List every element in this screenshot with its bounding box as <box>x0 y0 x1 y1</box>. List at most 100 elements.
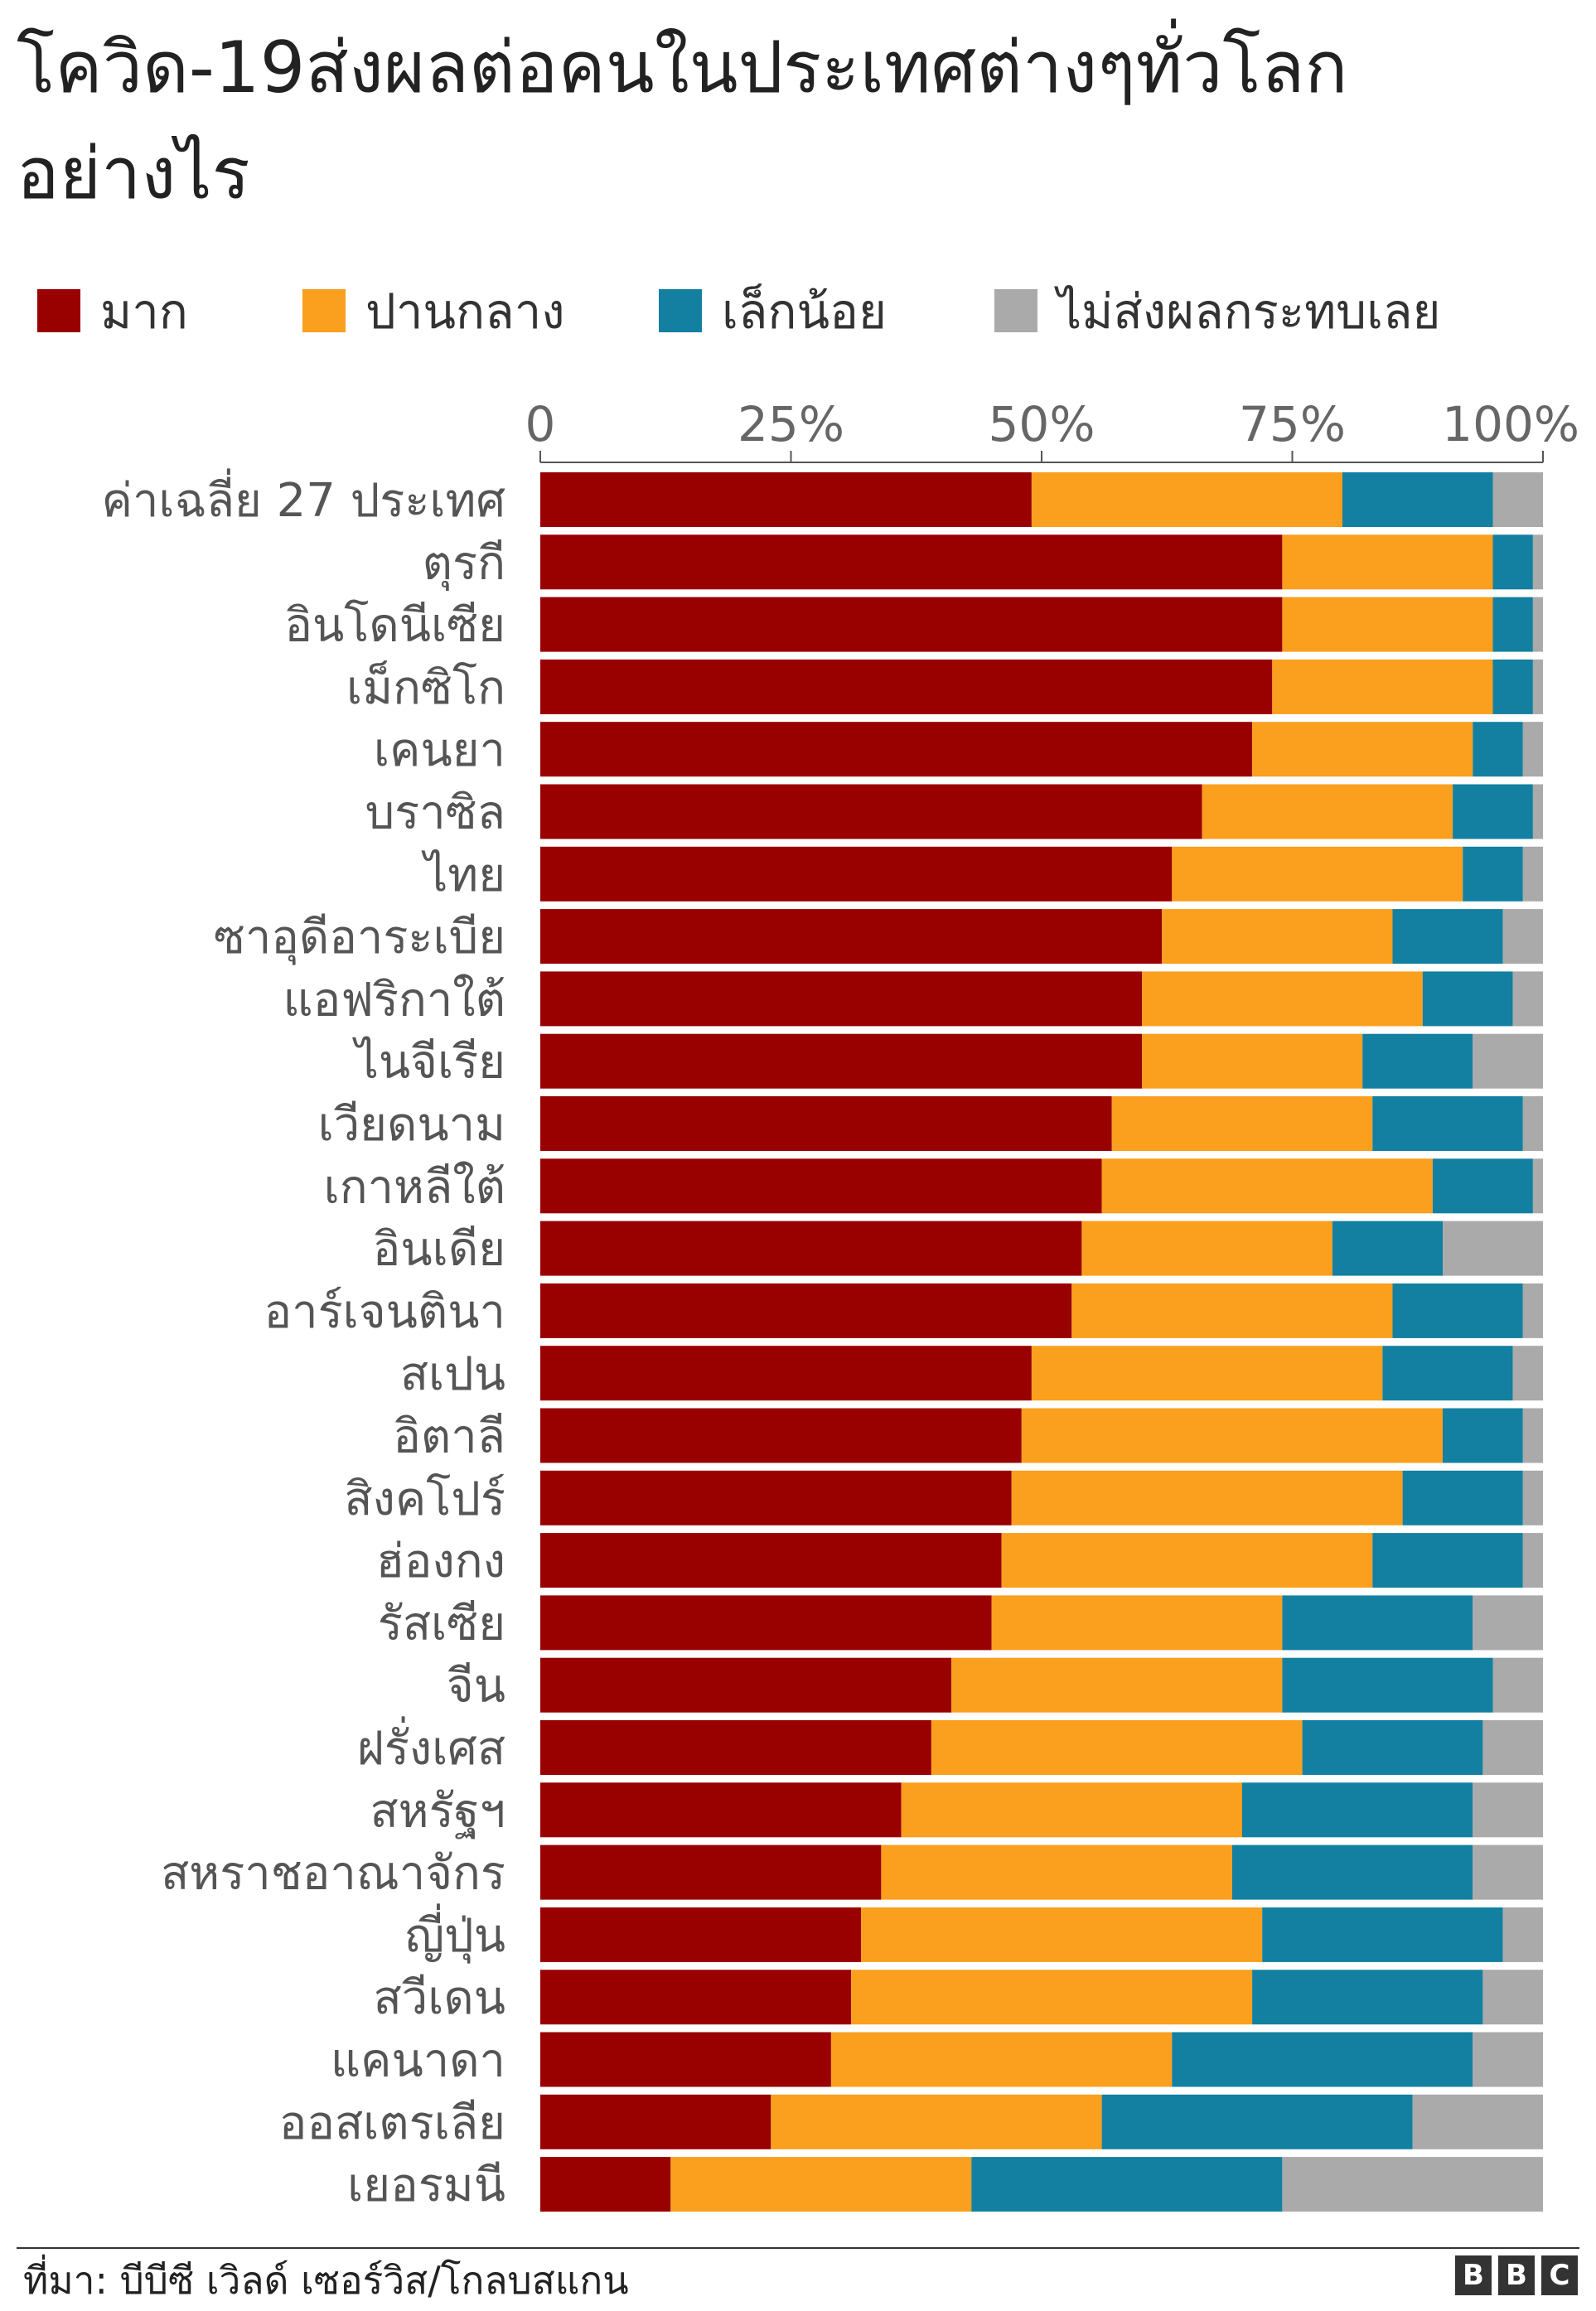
bar-segment <box>1532 1158 1543 1214</box>
bar-segment <box>540 722 1253 777</box>
bbc-logo-block: C <box>1541 2255 1578 2295</box>
stacked-bar-chart: 0 25% 50% 75% 100% ค่าเฉลี่ย 27 ประเทศตุรกีอิ… <box>102 396 1579 2212</box>
bar-segment <box>1172 2032 1473 2087</box>
bar-segment <box>1231 1844 1473 1900</box>
bar-segment <box>1512 1346 1543 1401</box>
bar-segment <box>971 2157 1283 2212</box>
title-line-2: อย่างไร <box>17 133 250 215</box>
category-label: ฮ่องกง <box>376 1535 505 1588</box>
bar-segment <box>1473 2032 1543 2087</box>
category-label: ออสเตรเลีย <box>279 2096 505 2150</box>
category-label: แคนาดา <box>331 2034 505 2088</box>
category-label: อินโดนีเซีย <box>284 599 505 653</box>
bar-segment <box>1492 534 1533 590</box>
legend: มาก ปานกลาง เล็กน้อย ไม่ส่งผลกระทบเลย <box>37 273 1579 348</box>
bar-segment <box>1522 1470 1543 1525</box>
bar-segment <box>1392 909 1503 965</box>
bar-segment <box>1532 659 1543 714</box>
bar-segment <box>1512 971 1543 1027</box>
bar-segment <box>1101 1158 1433 1214</box>
x-tick-label: 75% <box>1239 396 1346 452</box>
bar-segment <box>1463 846 1523 902</box>
legend-swatch <box>659 289 702 332</box>
bar-segment <box>1502 1907 1543 1962</box>
bbc-logo-block: B <box>1455 2255 1492 2295</box>
legend-label: ไม่ส่งผลกระทบเลย <box>1057 283 1441 340</box>
x-tick-label: 50% <box>989 396 1095 452</box>
bar-segment <box>540 1844 882 1900</box>
bbc-logo: B B C <box>1455 2255 1578 2295</box>
category-label: รัสเซีย <box>378 1597 505 1651</box>
bar-segment <box>1021 1408 1443 1463</box>
bar-segment <box>1162 909 1393 965</box>
bar-segment <box>1332 1221 1443 1276</box>
legend-swatch <box>994 289 1037 332</box>
bar-segment <box>1172 846 1463 902</box>
bar-segment <box>1262 1907 1503 1962</box>
category-label: เกาหลีใต้ <box>324 1160 505 1214</box>
bar-segment <box>1071 1283 1393 1338</box>
bar-segment <box>1412 2094 1543 2149</box>
bar-segment <box>540 1158 1102 1214</box>
bar-segment <box>540 1221 1082 1276</box>
bar-segment <box>1522 722 1543 777</box>
legend-label: มาก <box>100 283 188 340</box>
bar-segment <box>991 1595 1283 1651</box>
bar-segment <box>1532 534 1543 590</box>
legend-item: ไม่ส่งผลกระทบเลย <box>994 273 1440 348</box>
bar-segment <box>540 1970 852 2025</box>
category-label: จีน <box>447 1660 505 1714</box>
category-label: ญี่ปุ่น <box>404 1903 505 1964</box>
bar-segment <box>881 1844 1232 1900</box>
bar-segment <box>1202 784 1453 839</box>
bar-segment <box>1402 1470 1523 1525</box>
bar-segment <box>540 1782 902 1838</box>
bar-segment <box>1282 597 1493 652</box>
legend-swatch <box>302 289 346 332</box>
bar-segment <box>540 1346 1032 1401</box>
category-label: สหรัฐฯ <box>370 1784 505 1838</box>
category-label: ซาอุดีอาระเบีย <box>214 911 505 965</box>
legend-label: ปานกลาง <box>365 283 565 340</box>
bar-segment <box>1532 784 1543 839</box>
bar-segment <box>540 909 1163 965</box>
bar-segment <box>1502 909 1543 965</box>
category-label: อินเดีย <box>373 1223 505 1277</box>
bar-segment <box>1302 1720 1483 1775</box>
bar-segment <box>1101 2094 1413 2149</box>
category-label: สหราชอาณาจักร <box>161 1847 505 1901</box>
bar-segment <box>771 2094 1102 2149</box>
bar-segment <box>1443 1408 1523 1463</box>
bar-segment <box>540 659 1273 714</box>
category-label: เยอรมนี <box>347 2159 505 2212</box>
bar-segment <box>540 472 1032 527</box>
bar-segment <box>540 534 1283 590</box>
bar-segment <box>1532 597 1543 652</box>
bar-segment <box>1522 1283 1543 1338</box>
bar-segment <box>540 1470 1012 1525</box>
legend-item: เล็กน้อย <box>659 273 887 348</box>
bar-segment <box>1362 1033 1473 1089</box>
bar-segment <box>540 846 1173 902</box>
bar-segment <box>1473 1595 1543 1651</box>
bar-segment <box>1522 1096 1543 1151</box>
bar-segment <box>1282 1595 1473 1651</box>
bbc-logo-block: B <box>1498 2255 1535 2295</box>
bar-segment <box>540 1595 992 1651</box>
bar-segment <box>540 2157 671 2212</box>
bar-segment <box>1473 1844 1543 1900</box>
category-label: อาร์เจนตินา <box>264 1285 505 1339</box>
category-label: เคนยา <box>374 723 505 777</box>
bar-segment <box>1142 971 1423 1027</box>
bar-segment <box>540 1657 952 1713</box>
bar-segment <box>1001 1533 1373 1588</box>
bar-segment <box>1432 1158 1533 1214</box>
bar-segment <box>1252 722 1473 777</box>
category-label: สเปน <box>400 1347 505 1401</box>
bar-segment <box>1372 1096 1523 1151</box>
legend-swatch <box>37 289 80 332</box>
bar-segment <box>1252 1970 1483 2025</box>
bar-segment <box>540 1907 862 1962</box>
bar-segment <box>1492 597 1533 652</box>
category-label: ไทย <box>421 848 505 902</box>
